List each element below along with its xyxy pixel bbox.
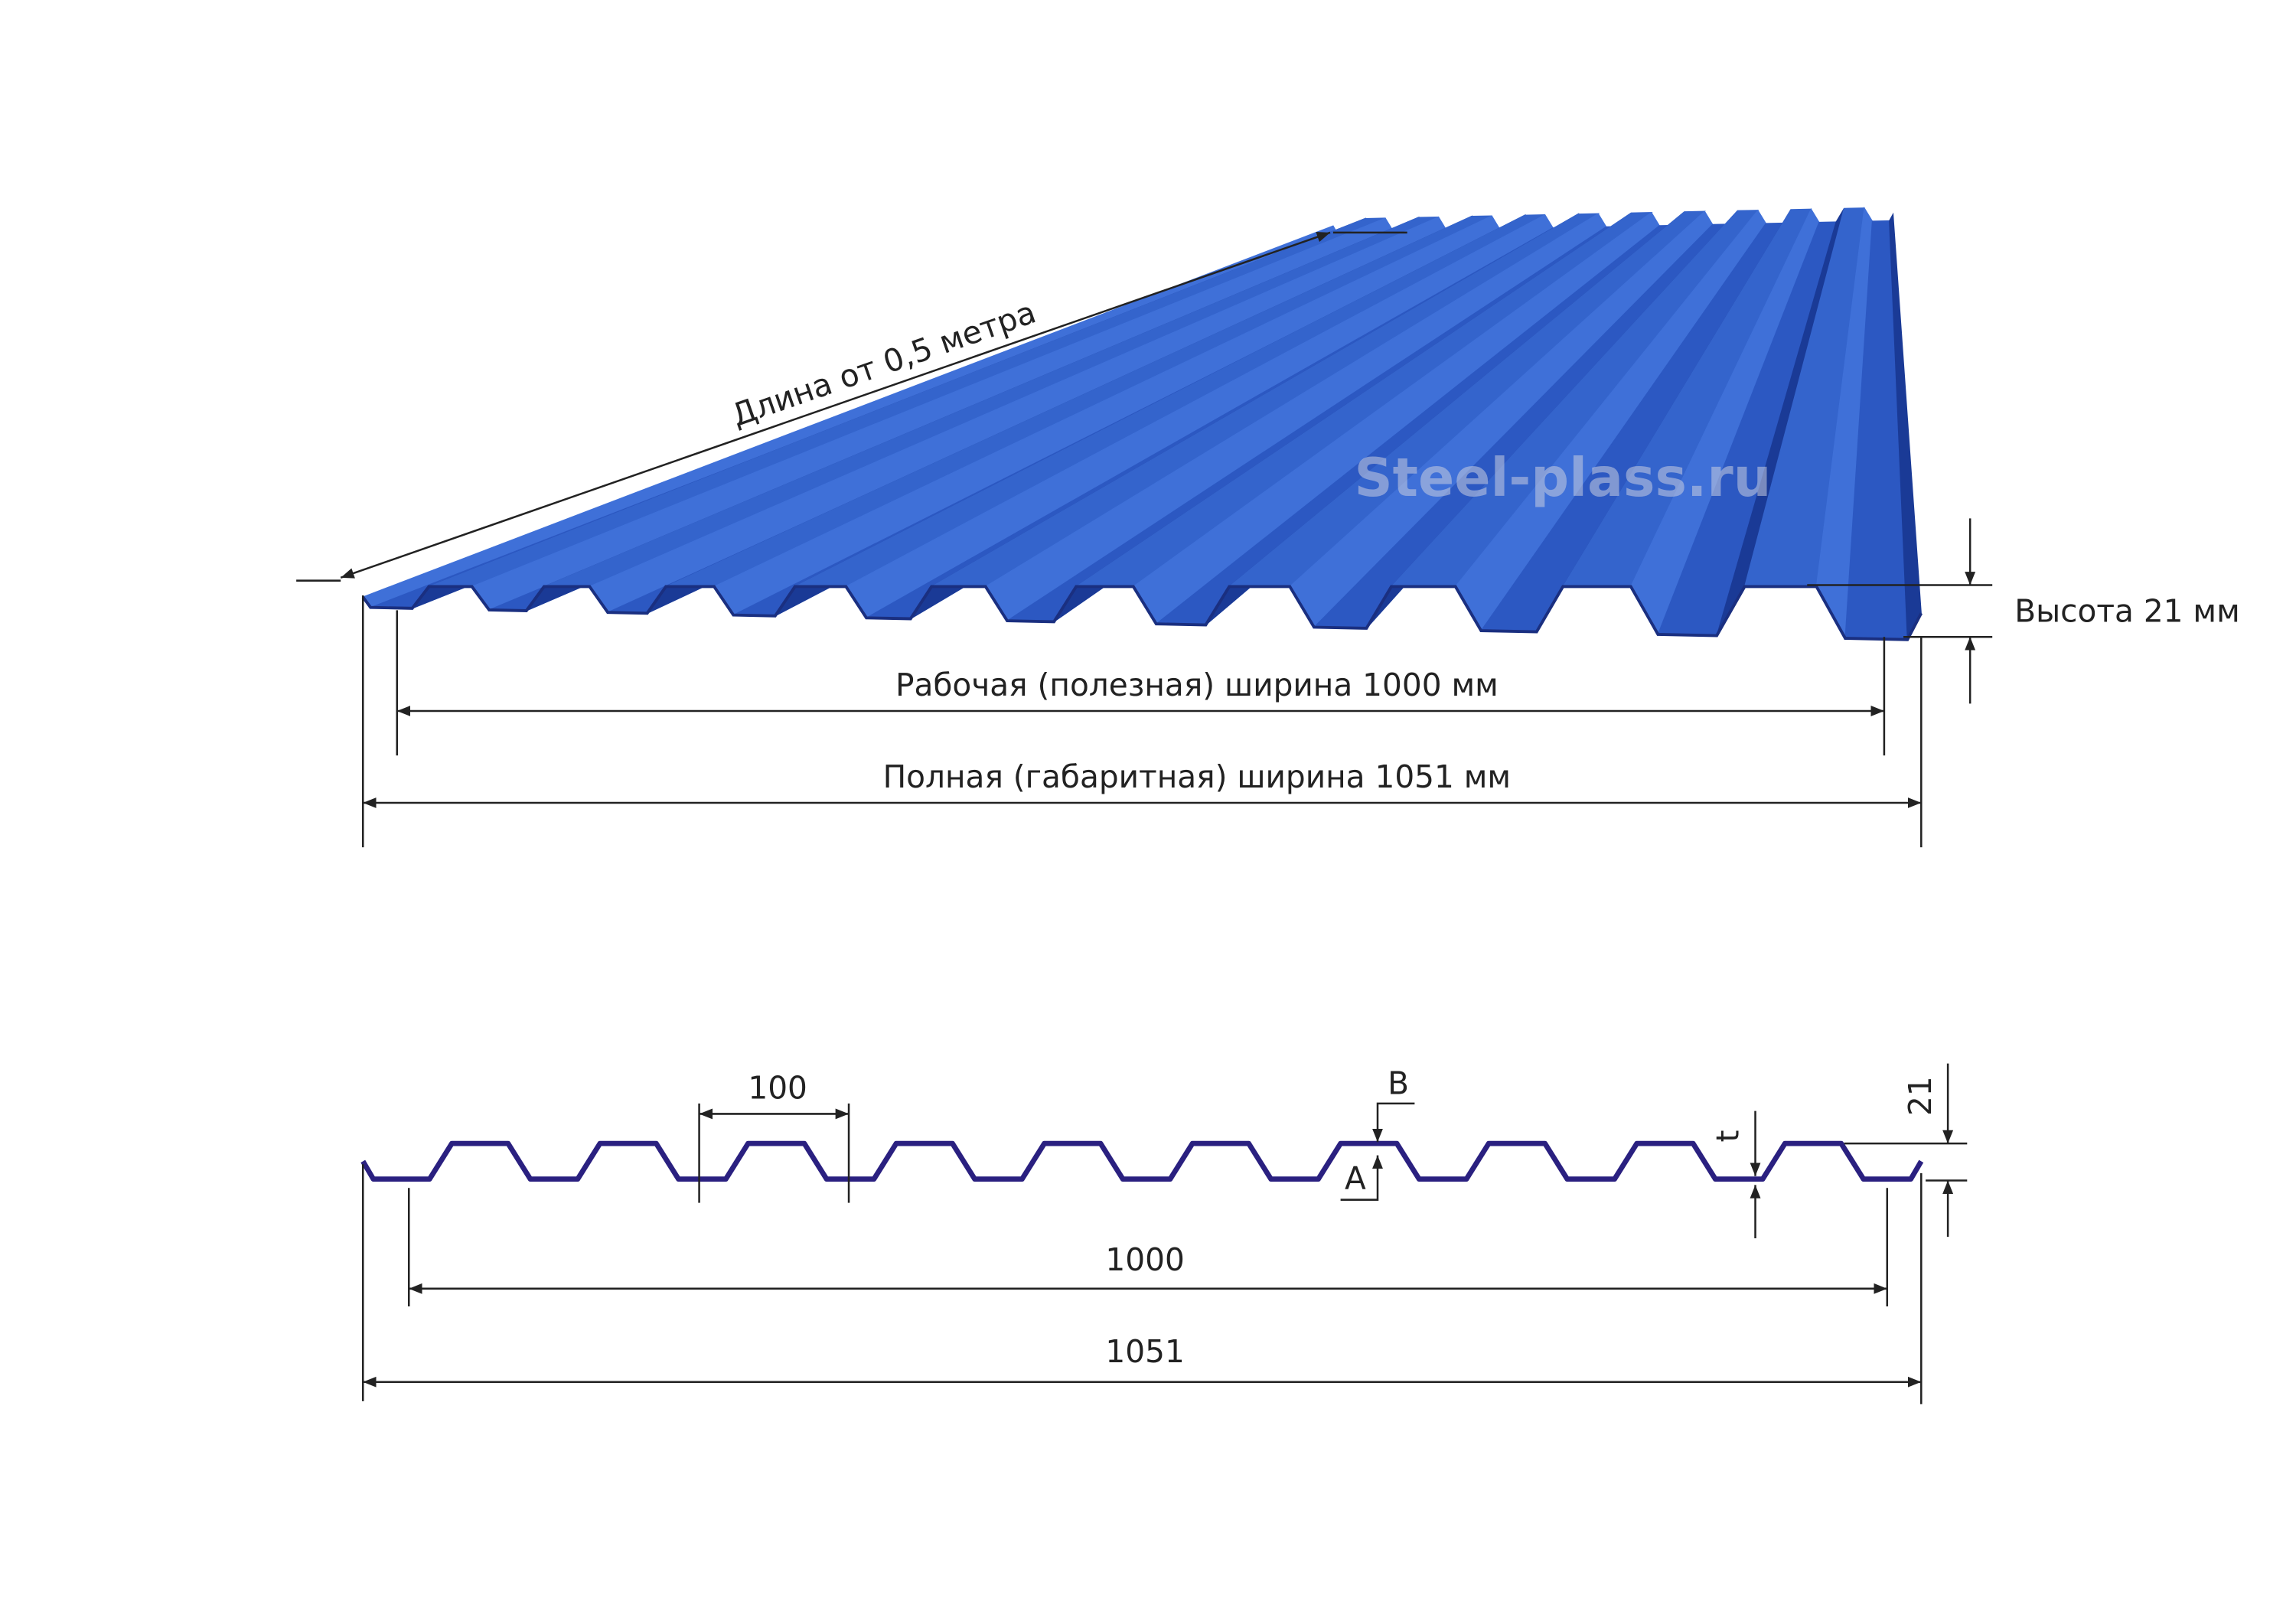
profile-working-width: 1000	[1105, 1241, 1184, 1278]
height-label: Высота 21 мм	[2014, 592, 2240, 629]
leader-b	[1372, 1102, 1415, 1143]
profile-section	[360, 1140, 1924, 1182]
profile-full-width: 1051	[1105, 1333, 1184, 1370]
sheet-front-edge	[361, 585, 1923, 641]
point-a-label: A	[1345, 1160, 1366, 1197]
working-width-label: Рабочая (полезная) ширина 1000 мм	[895, 667, 1499, 703]
full-width-label: Полная (габаритная) ширина 1051 мм	[883, 758, 1511, 795]
thickness-label: t	[1710, 1130, 1746, 1143]
pitch-label: 100	[748, 1069, 807, 1106]
dimension-line	[340, 231, 1331, 579]
leader-a	[1340, 1155, 1383, 1201]
point-b-label: B	[1388, 1065, 1409, 1102]
watermark: Steel-plass.ru	[1355, 447, 1772, 509]
profile-height-label: 21	[1902, 1076, 1939, 1116]
sheet-3d	[361, 207, 1923, 641]
